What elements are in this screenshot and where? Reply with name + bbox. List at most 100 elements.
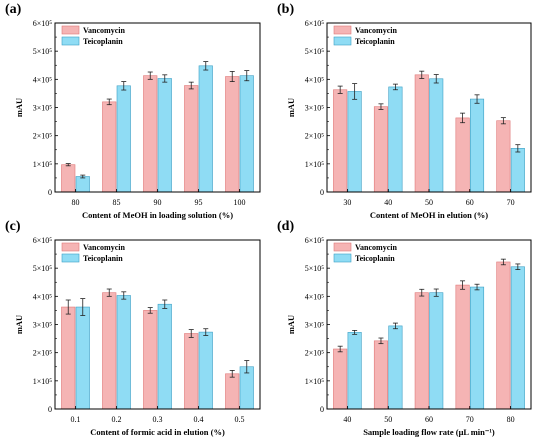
x-tick-label: 60 — [425, 415, 433, 424]
legend-swatch-teicoplanin — [61, 36, 80, 46]
x-tick-label: 90 — [154, 198, 162, 207]
y-tick-label: 3×10⁵ — [305, 321, 325, 330]
panel-label: (b) — [277, 2, 294, 17]
legend-label-teicoplanin: Teicoplanin — [355, 254, 395, 263]
y-tick-label: 4×10⁵ — [305, 75, 325, 84]
bar-teicoplanin — [75, 176, 90, 193]
x-tick-label: 85 — [113, 198, 121, 207]
y-tick-label: 0 — [320, 188, 324, 197]
bar-teicoplanin — [347, 332, 362, 410]
x-tick-label: 70 — [466, 415, 474, 424]
x-tick-label: 70 — [507, 198, 515, 207]
x-axis-title: Content of MeOH in loading solution (%) — [82, 210, 233, 220]
y-axis-title: mAU — [286, 98, 296, 117]
bar-vancomycin — [61, 164, 76, 193]
y-tick-label: 4×10⁵ — [305, 292, 325, 301]
legend-swatch-vancomycin — [61, 25, 80, 35]
y-tick-label: 6×10⁵ — [305, 236, 325, 245]
y-tick-label: 5×10⁵ — [305, 47, 325, 56]
bar-vancomycin — [333, 89, 348, 193]
y-tick-label: 4×10⁵ — [33, 292, 53, 301]
y-tick-label: 3×10⁵ — [305, 104, 325, 113]
legend-label-teicoplanin: Teicoplanin — [355, 37, 395, 46]
bar-teicoplanin — [116, 295, 131, 410]
chart-panel-3: (d) 0 1×10⁵ 2×10⁵ 3×10⁵ 4×10⁵ 5×10⁵ 6×10⁵ 40 50 60… — [277, 219, 532, 437]
x-tick-label: 0.4 — [194, 415, 204, 424]
bar-vancomycin — [414, 292, 429, 410]
y-tick-label: 2×10⁵ — [33, 349, 53, 358]
legend-swatch-vancomycin — [61, 242, 80, 252]
x-axis-title: Content of MeOH in elution (%) — [370, 210, 488, 220]
bar-vancomycin — [496, 261, 511, 410]
legend-label-vancomycin: Vancomycin — [83, 26, 125, 35]
legend-label-teicoplanin: Teicoplanin — [83, 254, 123, 263]
y-tick-label: 2×10⁵ — [305, 349, 325, 358]
y-tick-label: 1×10⁵ — [33, 377, 53, 386]
x-tick-label: 40 — [343, 415, 351, 424]
y-tick-label: 3×10⁵ — [33, 321, 53, 330]
x-tick-label: 50 — [425, 198, 433, 207]
y-tick-label: 1×10⁵ — [33, 160, 53, 169]
y-tick-label: 4×10⁵ — [33, 75, 53, 84]
bar-vancomycin — [143, 75, 158, 193]
bar-teicoplanin — [239, 75, 254, 193]
bar-teicoplanin — [510, 148, 525, 193]
bar-vancomycin — [455, 117, 470, 193]
bar-teicoplanin — [429, 292, 444, 410]
bar-teicoplanin — [198, 331, 213, 410]
chart-panel-0: (a) 0 1×10⁵ 2×10⁵ 3×10⁵ 4×10⁵ 5×10⁵ 6×10⁵ 80 85 90… — [5, 2, 261, 220]
bar-teicoplanin — [429, 78, 444, 193]
y-tick-label: 5×10⁵ — [305, 264, 325, 273]
bar-teicoplanin — [157, 303, 172, 410]
x-tick-label: 50 — [384, 415, 392, 424]
bar-teicoplanin — [75, 306, 90, 410]
x-tick-label: 100 — [234, 198, 246, 207]
bar-vancomycin — [225, 76, 240, 193]
bar-teicoplanin — [157, 78, 172, 193]
legend-label-vancomycin: Vancomycin — [83, 243, 125, 252]
legend-label-vancomycin: Vancomycin — [355, 243, 397, 252]
bar-vancomycin — [102, 292, 117, 410]
legend-swatch-teicoplanin — [333, 36, 352, 46]
y-tick-label: 6×10⁵ — [33, 236, 53, 245]
y-tick-label: 5×10⁵ — [33, 264, 53, 273]
bar-teicoplanin — [510, 266, 525, 410]
bar-vancomycin — [61, 306, 76, 410]
bar-teicoplanin — [388, 325, 403, 410]
bar-vancomycin — [414, 74, 429, 193]
y-axis-title: mAU — [14, 315, 24, 334]
y-tick-label: 3×10⁵ — [33, 104, 53, 113]
y-axis-title: mAU — [14, 98, 24, 117]
x-tick-label: 0.5 — [235, 415, 245, 424]
y-axis-title: mAU — [286, 315, 296, 334]
bar-vancomycin — [184, 85, 199, 193]
bar-teicoplanin — [469, 286, 485, 410]
y-tick-label: 0 — [320, 405, 324, 414]
bar-vancomycin — [373, 106, 388, 193]
x-tick-label: 95 — [195, 198, 203, 207]
y-tick-label: 2×10⁵ — [33, 132, 53, 141]
legend-label-vancomycin: Vancomycin — [355, 26, 397, 35]
bar-teicoplanin — [388, 86, 403, 193]
bar-vancomycin — [225, 373, 240, 410]
y-tick-label: 1×10⁵ — [305, 160, 325, 169]
x-tick-label: 60 — [466, 198, 474, 207]
legend-swatch-vancomycin — [333, 242, 352, 252]
x-tick-label: 0.2 — [112, 415, 122, 424]
x-tick-label: 80 — [72, 198, 80, 207]
bar-vancomycin — [102, 101, 117, 193]
chart-panel-2: (c) 0 1×10⁵ 2×10⁵ 3×10⁵ 4×10⁵ 5×10⁵ 6×10⁵ 0.1 0.2… — [5, 219, 261, 437]
bar-vancomycin — [455, 284, 470, 410]
bar-vancomycin — [496, 120, 511, 193]
bar-teicoplanin — [347, 91, 362, 193]
x-tick-label: 40 — [384, 198, 392, 207]
y-tick-label: 2×10⁵ — [305, 132, 325, 141]
bar-teicoplanin — [198, 65, 213, 193]
x-axis-title: Sample loading flow rate (μL min⁻¹) — [363, 427, 495, 437]
y-tick-label: 0 — [48, 405, 52, 414]
y-tick-label: 6×10⁵ — [305, 19, 325, 28]
bar-vancomycin — [184, 333, 199, 410]
x-axis-title: Content of formic acid in elution (%) — [90, 427, 225, 437]
bar-teicoplanin — [116, 85, 131, 193]
